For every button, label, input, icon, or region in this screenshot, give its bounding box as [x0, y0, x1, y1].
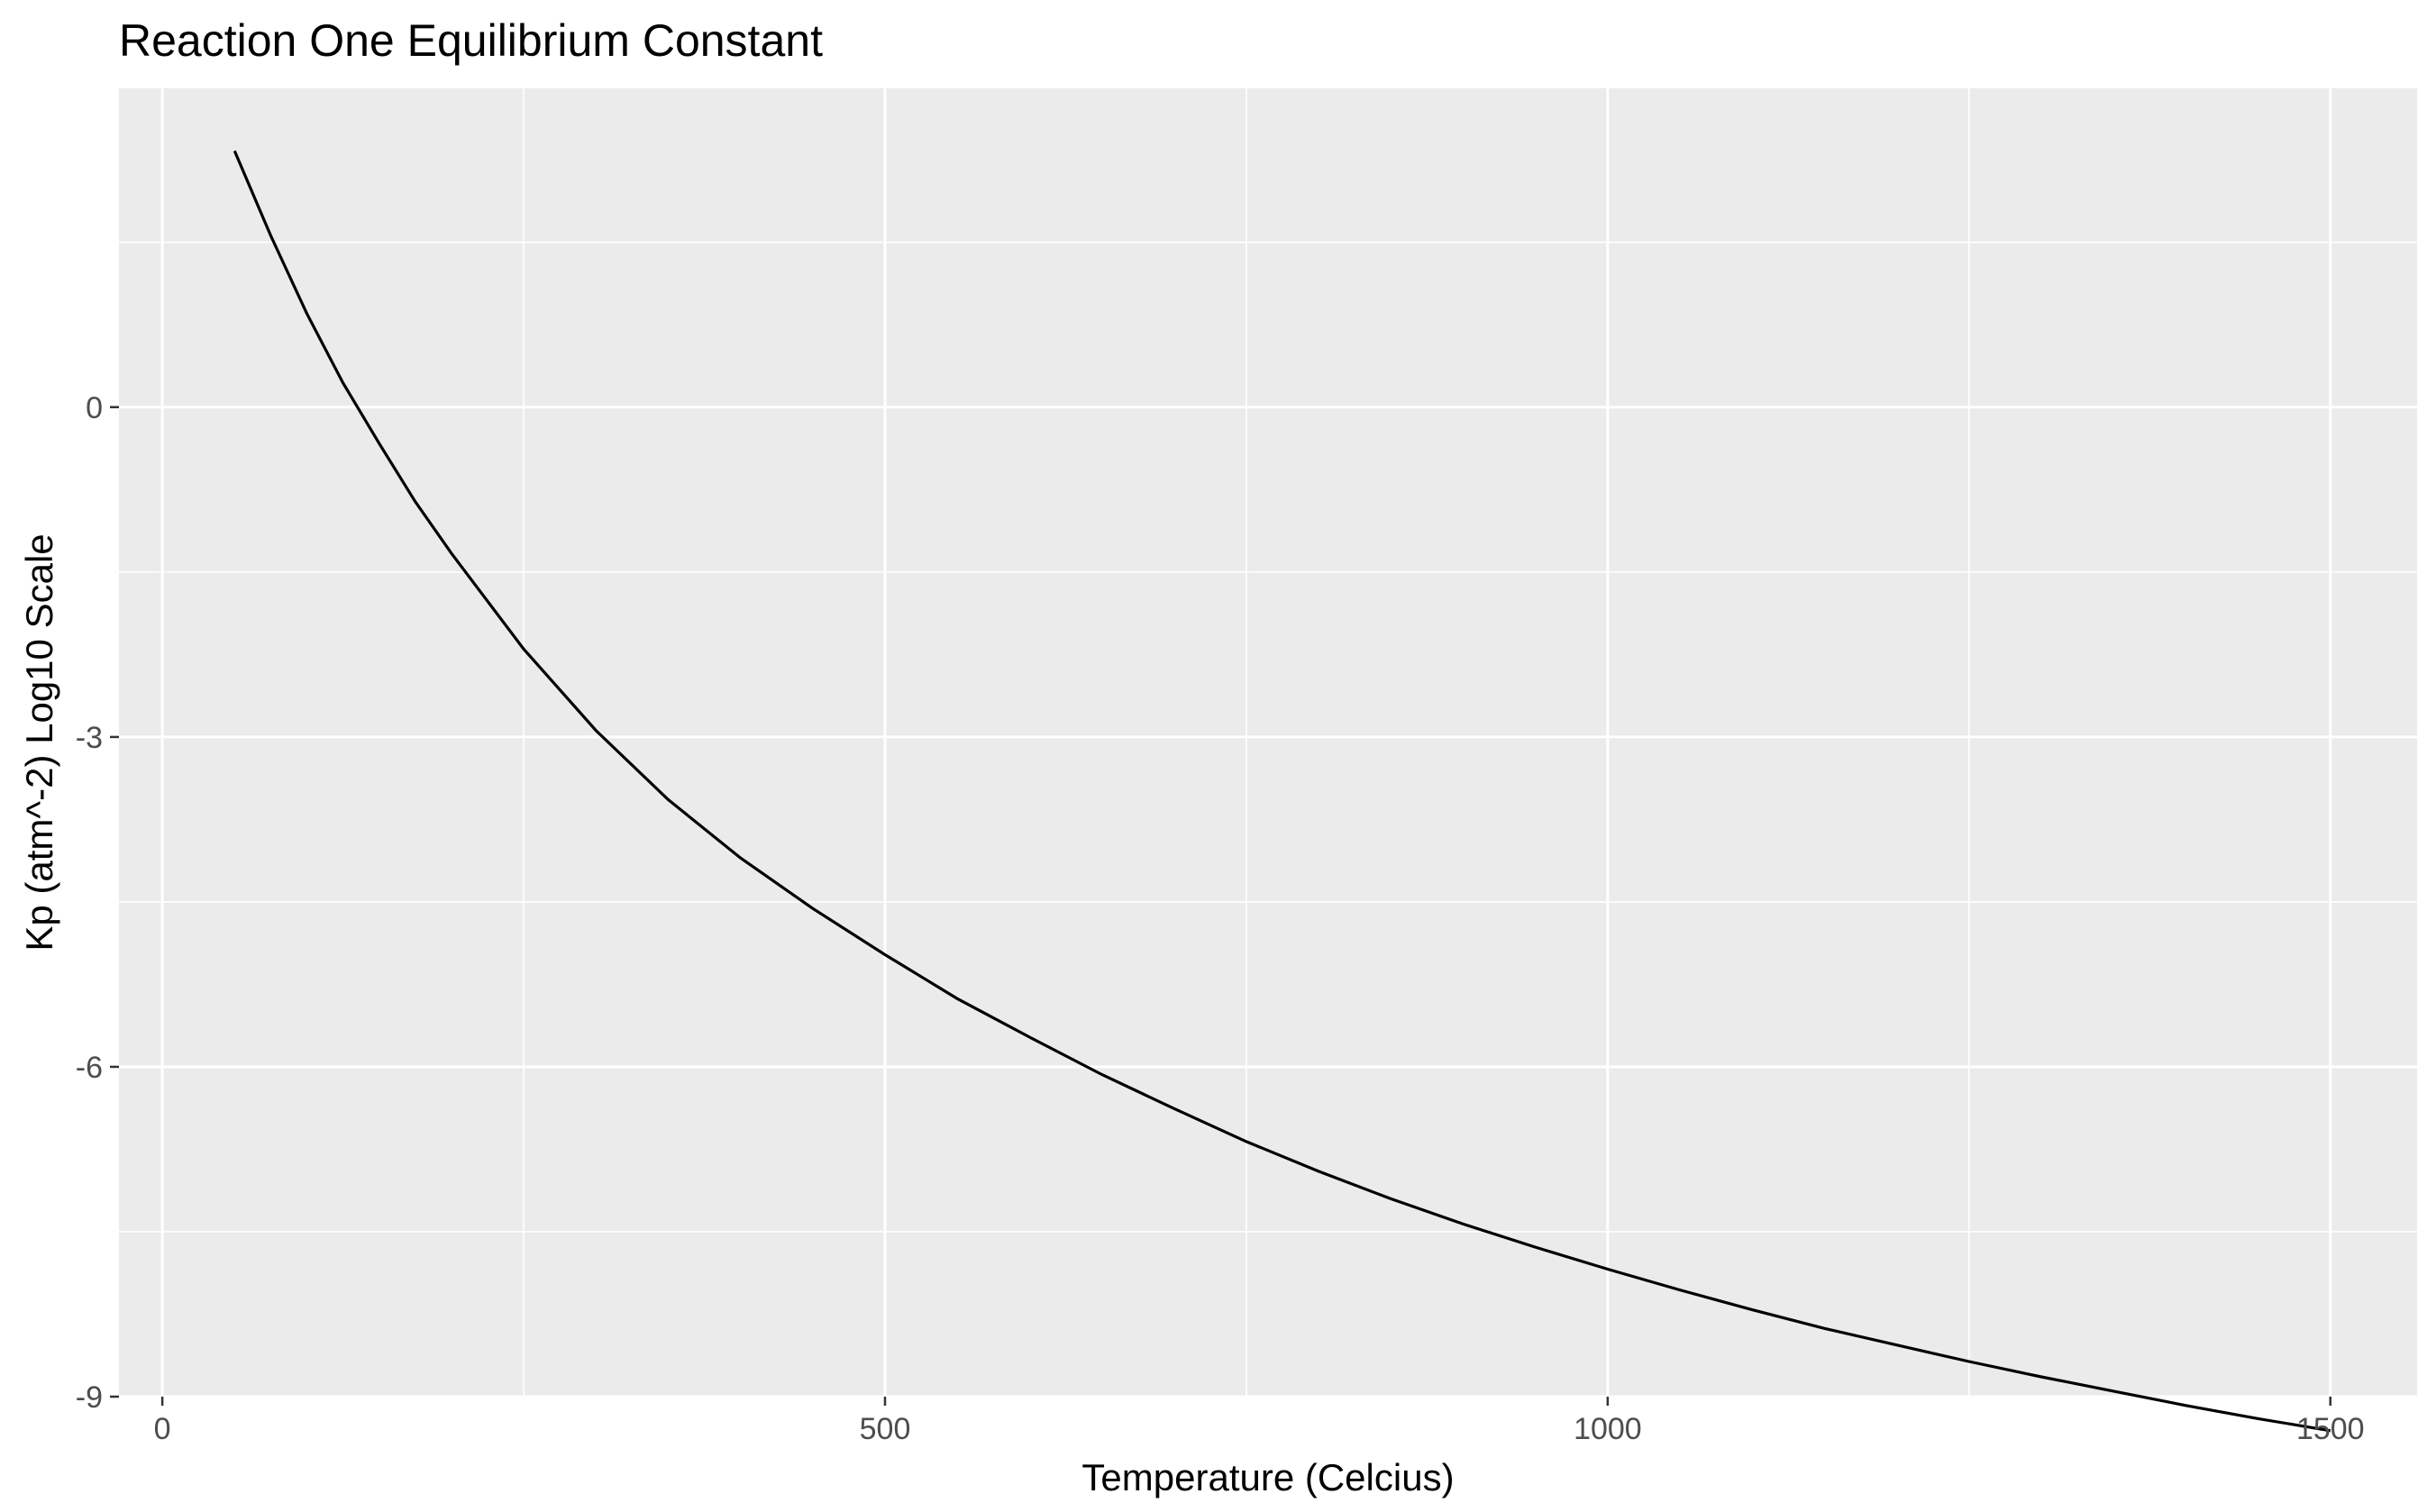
x-axis-label: Temperature (Celcius)	[1081, 1456, 1454, 1498]
x-tick-label: 0	[154, 1412, 171, 1446]
major-gridlines	[119, 88, 2417, 1398]
plot-panel	[119, 88, 2417, 1397]
y-tick-label: -3	[76, 721, 103, 755]
x-tick-label: 500	[860, 1412, 911, 1446]
minor-gridlines	[119, 88, 2417, 1397]
y-axis-label: Kp (atm^-2) Log10 Scale	[18, 533, 60, 951]
y-tick-label: -9	[76, 1380, 103, 1415]
y-axis: -9 -6 -3 0	[76, 391, 119, 1415]
x-axis: 0 500 1000 1500	[154, 1397, 2365, 1446]
x-tick-label: 1000	[1574, 1412, 1642, 1446]
series-line	[233, 150, 2331, 1433]
y-tick-label: 0	[86, 391, 103, 425]
x-tick-label: 1500	[2296, 1412, 2365, 1446]
y-tick-label: -6	[76, 1051, 103, 1085]
chart-title: Reaction One Equilibrium Constant	[119, 15, 823, 66]
